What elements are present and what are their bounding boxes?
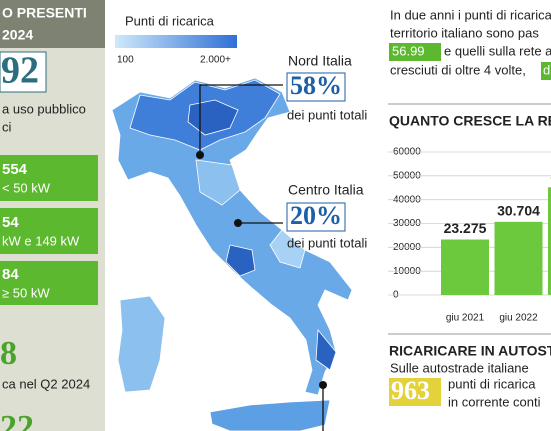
legend-title: Punti di ricarica <box>125 13 215 28</box>
left-heading: O PRESENTI <box>2 5 87 21</box>
power-label: ≥ 50 kW <box>2 285 50 300</box>
q2-value: 8 <box>0 335 17 372</box>
region-note: dei punti totali <box>287 235 367 250</box>
region-share: 20% <box>290 201 342 230</box>
highway-text: Sulle autostrade italiane <box>390 360 529 375</box>
legend-max: 2.000+ <box>200 55 231 66</box>
value-label: 30.704 <box>497 203 540 219</box>
q2-note: ca nel Q2 2024 <box>2 376 90 391</box>
annotation-dot <box>234 219 242 227</box>
bar <box>548 187 551 295</box>
share-box <box>286 202 346 232</box>
bar <box>494 221 543 295</box>
power-value: 84 <box>2 266 19 283</box>
legend-min: 100 <box>117 55 134 66</box>
power-box <box>0 261 98 305</box>
section-title: RICARICARE IN AUTOSTI <box>389 343 551 359</box>
highlight-box <box>541 62 551 80</box>
annotation-dot <box>196 151 204 159</box>
intro-highlight: 56.99 <box>392 43 425 58</box>
highway-text: in corrente conti <box>448 394 541 409</box>
left-header <box>0 0 105 48</box>
map-annotation <box>199 84 324 431</box>
chart-title: QUANTO CRESCE LA RE <box>389 113 551 129</box>
legend-gradient <box>115 35 237 48</box>
highway-highlight: 963 <box>391 376 430 405</box>
region-name: Centro Italia <box>288 182 364 198</box>
intro-text: e quelli sulla rete a <box>444 43 551 58</box>
share-box <box>286 72 346 102</box>
region-note: dei punti totali <box>287 107 367 122</box>
power-box <box>0 208 98 254</box>
value-label: 23.275 <box>444 220 487 236</box>
highlight-box <box>389 378 441 406</box>
power-label: < 50 kW <box>2 180 51 195</box>
x-tick-label: giu 2022 <box>499 313 538 324</box>
power-value: 54 <box>2 214 19 231</box>
highway-text: punti di ricarica <box>448 376 536 391</box>
annotation-dot <box>319 381 327 389</box>
power-label: kW e 149 kW <box>2 233 80 248</box>
x-tick-label: giu 2021 <box>446 313 485 324</box>
power-box <box>0 155 98 201</box>
region-name: Nord Italia <box>288 53 352 69</box>
power-value: 554 <box>2 161 28 178</box>
total-note: a uso pubblico <box>2 101 86 116</box>
intro-text: territorio italiano sono pas <box>390 25 539 40</box>
italy-map <box>111 77 353 431</box>
total-value: 92 <box>1 50 39 92</box>
highlight-box <box>389 43 441 61</box>
bar <box>441 239 489 295</box>
intro-highlight: d <box>543 62 550 77</box>
left-heading: 2024 <box>2 27 33 43</box>
bottom-value: 22 <box>0 409 34 431</box>
region-share: 58% <box>290 71 342 100</box>
intro-text: cresciuti di oltre 4 volte, <box>390 62 526 77</box>
total-box <box>0 51 47 93</box>
intro-text: In due anni i punti di ricarica <box>390 7 551 22</box>
total-note: ci <box>2 119 12 134</box>
